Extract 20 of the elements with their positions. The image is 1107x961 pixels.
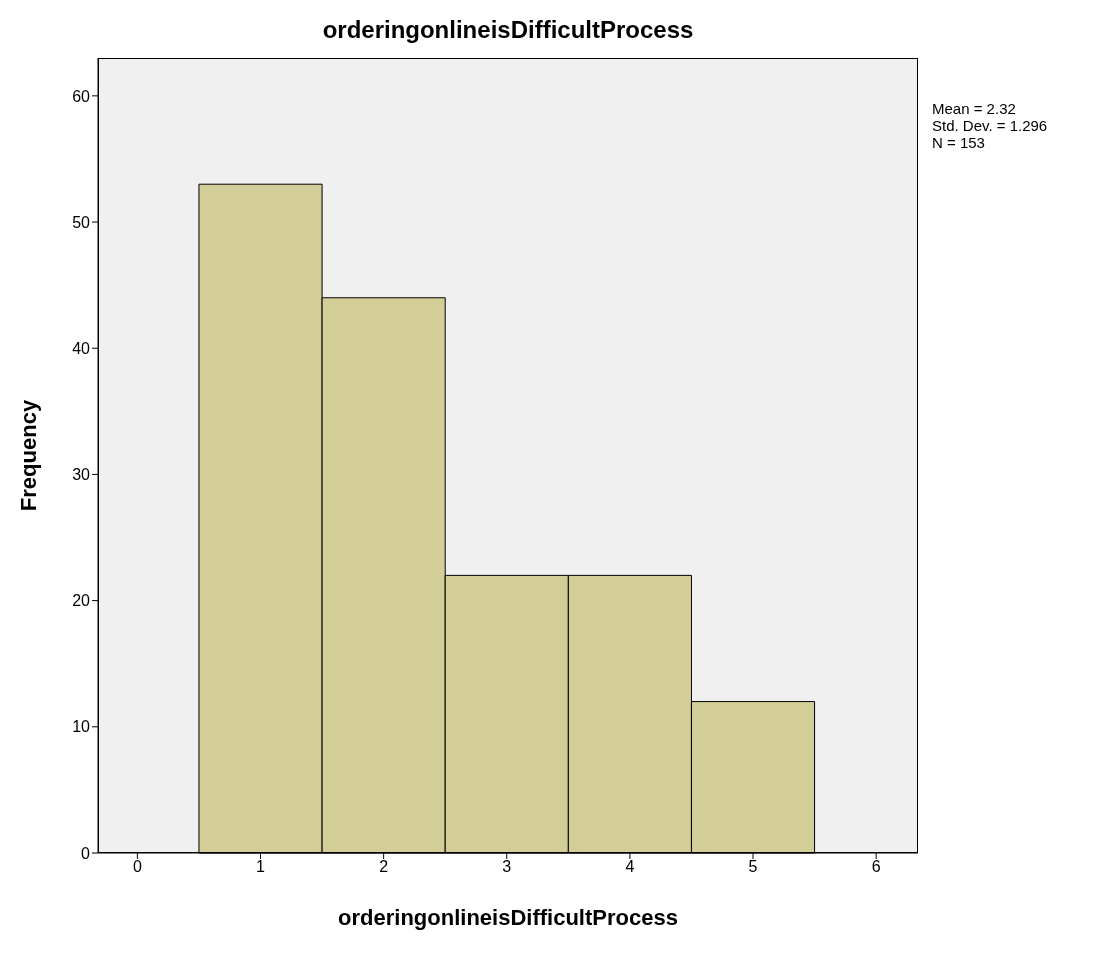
x-tick-label: 3	[502, 858, 512, 876]
y-tick-label: 0	[81, 844, 91, 862]
y-tick-label: 60	[72, 87, 91, 105]
x-tick-label: 4	[625, 858, 635, 876]
y-axis-title: Frequency	[15, 399, 41, 512]
y-tick-label: 20	[72, 592, 91, 610]
x-tick-label: 0	[132, 858, 142, 876]
chart-title: orderingonlineisDifficultProcess	[321, 16, 695, 44]
x-tick-label: 2	[379, 858, 389, 876]
text: Mean = 2.32	[932, 100, 1017, 117]
text: N = 153	[932, 134, 986, 151]
x-tick-label: 5	[748, 858, 758, 876]
y-tick-label: 40	[72, 339, 91, 357]
x-tick-label: 1	[256, 858, 266, 876]
y-tick-label: 10	[72, 718, 91, 736]
x-tick-label: 6	[871, 858, 881, 876]
text: Std. Dev. = 1.296	[932, 117, 1048, 134]
y-tick-label: 50	[72, 213, 91, 231]
y-tick-label: 30	[72, 466, 91, 484]
x-axis-title: orderingonlineisDifficultProcess	[338, 905, 678, 930]
